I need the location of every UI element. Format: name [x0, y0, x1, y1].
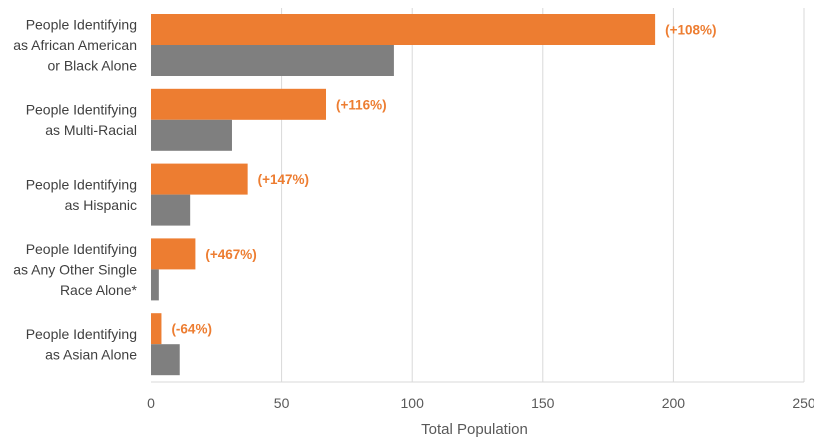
data-label: (+467%) — [205, 247, 256, 262]
x-tick-label: 250 — [792, 395, 814, 411]
x-tick-label: 0 — [147, 395, 155, 411]
data-label: (+116%) — [336, 97, 387, 112]
x-tick-label: 150 — [531, 395, 555, 411]
bar-current — [151, 88, 327, 120]
data-label: (+147%) — [258, 172, 309, 187]
x-axis-ticks: 0 50 100 150 200 250 — [147, 395, 814, 411]
x-axis-title: Total Population — [421, 421, 528, 438]
bar-previous — [151, 119, 232, 151]
data-label: (-64%) — [171, 322, 212, 337]
data-label: (+108%) — [665, 23, 716, 38]
category-label: People Identifying — [26, 176, 137, 192]
x-tick-label: 200 — [662, 395, 686, 411]
bar-previous — [151, 194, 191, 226]
bar-current — [151, 14, 656, 45]
category-label: Race Alone* — [60, 282, 138, 298]
gridlines — [281, 8, 805, 382]
bar-previous — [151, 45, 394, 76]
category-labels: People Identifying as African American or … — [13, 17, 137, 363]
bar-current — [151, 238, 196, 270]
category-label: as Any Other Single — [13, 261, 137, 277]
category-label: as Asian Alone — [45, 346, 137, 362]
bars — [151, 14, 656, 376]
bar-current — [151, 163, 248, 195]
category-label: People Identifying — [26, 241, 137, 257]
category-label: People Identifying — [26, 102, 137, 118]
bar-previous — [151, 344, 180, 376]
data-labels: (+108%) (+116%) (+147%) (+467%) (-64%) — [171, 23, 716, 337]
x-tick-label: 100 — [401, 395, 425, 411]
category-label: as African American — [13, 37, 137, 53]
category-label: as Multi-Racial — [45, 122, 137, 138]
category-label: People Identifying — [26, 17, 137, 33]
bar-current — [151, 313, 162, 345]
bar-previous — [151, 269, 159, 301]
x-tick-label: 50 — [274, 395, 290, 411]
category-label: as Hispanic — [65, 197, 137, 213]
category-label: or Black Alone — [48, 58, 138, 74]
category-label: People Identifying — [26, 326, 137, 342]
